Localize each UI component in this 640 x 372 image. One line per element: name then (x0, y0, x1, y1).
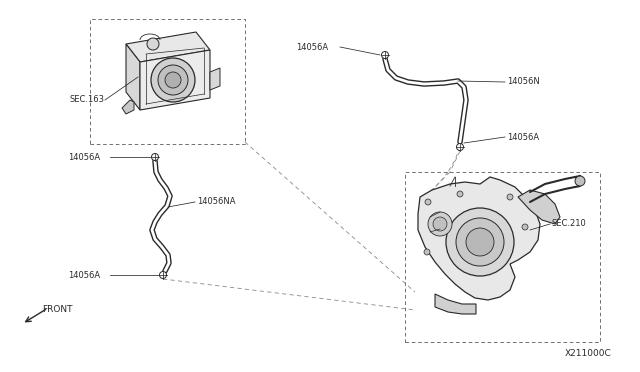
Text: 14056A: 14056A (296, 42, 328, 51)
Circle shape (575, 176, 585, 186)
Circle shape (522, 224, 528, 230)
Circle shape (425, 199, 431, 205)
Text: 14056A: 14056A (68, 153, 100, 161)
Bar (90, 19, 245, 144)
Circle shape (456, 218, 504, 266)
Polygon shape (435, 294, 476, 314)
Circle shape (424, 249, 430, 255)
Text: 14056A: 14056A (507, 132, 539, 141)
Polygon shape (126, 44, 140, 110)
Circle shape (159, 272, 166, 279)
Bar (405, 172, 600, 342)
Text: 14056A: 14056A (68, 270, 100, 279)
Polygon shape (122, 100, 134, 114)
Circle shape (433, 217, 447, 231)
Polygon shape (418, 177, 540, 300)
Circle shape (507, 194, 513, 200)
Text: 14056NA: 14056NA (197, 198, 236, 206)
Polygon shape (140, 50, 210, 110)
Circle shape (147, 38, 159, 50)
Polygon shape (518, 190, 560, 224)
Circle shape (158, 65, 188, 95)
Circle shape (381, 51, 388, 58)
Circle shape (466, 228, 494, 256)
Circle shape (152, 154, 159, 160)
Polygon shape (126, 32, 210, 62)
Text: SEC.163: SEC.163 (70, 96, 105, 105)
Circle shape (151, 58, 195, 102)
Text: SEC.210: SEC.210 (552, 219, 587, 228)
Text: 14056N: 14056N (507, 77, 540, 87)
Circle shape (446, 208, 514, 276)
Circle shape (457, 191, 463, 197)
Polygon shape (210, 68, 220, 90)
Circle shape (165, 72, 181, 88)
Circle shape (428, 212, 452, 236)
Circle shape (456, 144, 463, 151)
Text: FRONT: FRONT (42, 305, 72, 314)
Text: X211000C: X211000C (565, 350, 612, 359)
